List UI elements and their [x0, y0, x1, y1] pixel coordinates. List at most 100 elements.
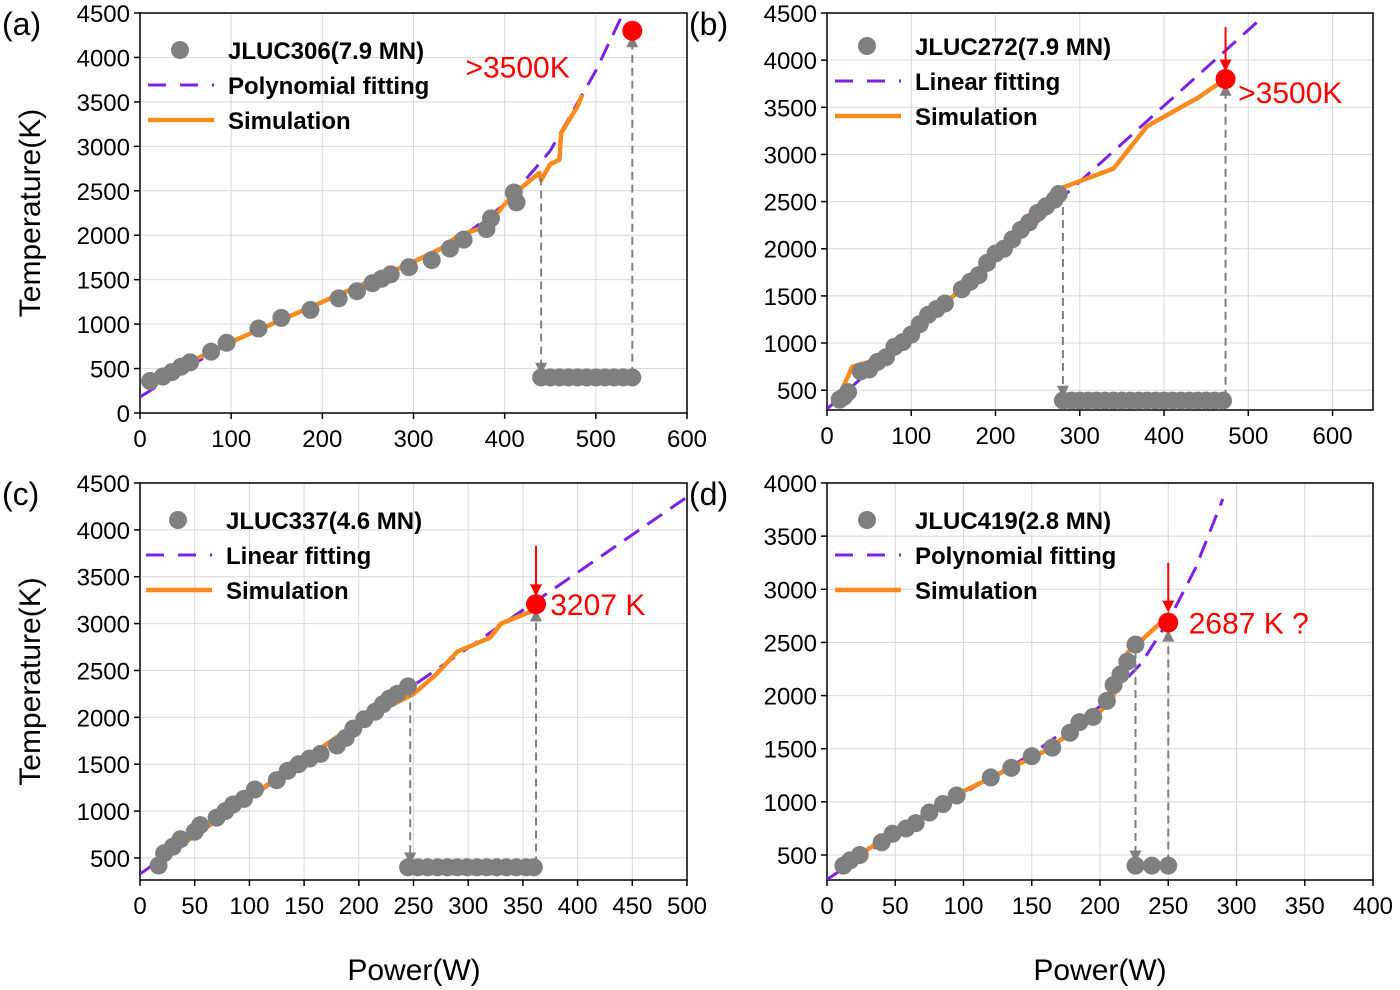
- y-tick-label: 3000: [764, 142, 817, 169]
- data-point: [249, 319, 268, 338]
- x-tick-label: 100: [229, 893, 269, 920]
- data-point: [1022, 747, 1041, 766]
- data-point: [381, 265, 400, 284]
- annotation: 3207 K: [550, 589, 645, 622]
- y-tick-label: 1500: [764, 284, 817, 311]
- y-tick-label: 1500: [77, 268, 130, 295]
- legend-label: JLUC272(7.9 MN): [915, 34, 1111, 61]
- data-point: [272, 308, 291, 327]
- data-point: [1002, 758, 1021, 777]
- arrow-head: [626, 35, 639, 48]
- annotation: >3500K: [465, 51, 569, 84]
- data-point: [181, 353, 200, 372]
- data-point: [171, 830, 190, 849]
- arrow-head: [1162, 629, 1175, 642]
- y-tick-label: 500: [90, 846, 130, 873]
- panel-label: (d): [689, 476, 728, 512]
- panel-a: 0 100 200 300 400 500 600 0 500 1000 1500 2000 2500 3…: [2, 1, 707, 453]
- data-point: [1070, 713, 1089, 732]
- x-tick-label: 250: [1148, 893, 1188, 920]
- plot-frame: [826, 482, 1374, 881]
- legend-label: Linear fitting: [915, 69, 1060, 96]
- arrow-head: [1129, 850, 1142, 863]
- y-tick-label: 3500: [77, 90, 130, 117]
- legend-label: Simulation: [226, 578, 349, 605]
- x-tick-label: 100: [211, 426, 251, 453]
- x-tick-label: 600: [667, 426, 707, 453]
- arrow-head: [1219, 83, 1232, 96]
- y-tick-label: 2000: [77, 705, 130, 732]
- y-tick-label: 3500: [77, 565, 130, 592]
- x-axis-label-right: Power(W): [1033, 954, 1166, 987]
- data-point: [245, 780, 264, 799]
- x-tick-label: 200: [975, 423, 1015, 450]
- data-point: [1214, 391, 1233, 410]
- plot-area: [827, 21, 1258, 410]
- x-tick-label: 200: [1080, 893, 1120, 920]
- y-tick-label: 1000: [77, 312, 130, 339]
- plot-frame: [826, 12, 1374, 411]
- legend-label: Polynomial fitting: [915, 543, 1116, 570]
- legend-marker-scatter: [171, 41, 189, 59]
- x-tick-label: 400: [1353, 893, 1393, 920]
- data-point: [217, 333, 236, 352]
- panel-label: (a): [2, 6, 41, 42]
- y-tick-label: 3000: [764, 577, 817, 604]
- data-point: [481, 209, 500, 228]
- y-tick-label: 500: [777, 843, 817, 870]
- plot-area: [827, 498, 1225, 880]
- highlight-point: [526, 594, 547, 615]
- x-tick-label: 50: [181, 893, 208, 920]
- y-tick-label: 3000: [77, 612, 130, 639]
- x-tick-label: 100: [943, 893, 983, 920]
- x-tick-label: 350: [503, 893, 543, 920]
- x-tick-label: 500: [576, 426, 616, 453]
- panel-label: (b): [689, 6, 728, 42]
- arrow-head: [535, 362, 548, 375]
- y-tick-label: 4000: [764, 471, 817, 498]
- x-tick-label: 200: [339, 893, 379, 920]
- y-tick-label: 1000: [77, 799, 130, 826]
- y-tick-label: 2000: [764, 684, 817, 711]
- x-tick-label: 0: [133, 893, 146, 920]
- y-tick-label: 2000: [77, 223, 130, 250]
- data-point: [311, 744, 330, 763]
- x-tick-label: 300: [448, 893, 488, 920]
- y-tick-label: 2500: [77, 179, 130, 206]
- legend-marker-scatter: [858, 37, 876, 55]
- arrow-head: [1219, 59, 1232, 72]
- plot-frame: [139, 12, 688, 414]
- x-tick-label: 0: [820, 893, 833, 920]
- data-point: [883, 824, 902, 843]
- y-tick-label: 500: [90, 357, 130, 384]
- y-tick-label: 2500: [77, 658, 130, 685]
- data-point: [301, 300, 320, 319]
- data-point: [202, 342, 221, 361]
- x-axis-label-left: Power(W): [347, 954, 480, 987]
- y-tick-label: 4500: [77, 1, 130, 28]
- data-point: [454, 230, 473, 249]
- y-tick-label: 500: [777, 378, 817, 405]
- x-tick-label: 200: [302, 426, 342, 453]
- y-tick-label: 2500: [764, 630, 817, 657]
- y-tick-label: 4000: [77, 45, 130, 72]
- legend-label: Simulation: [915, 104, 1038, 131]
- y-tick-label: 3000: [77, 134, 130, 161]
- data-point: [981, 768, 1000, 787]
- panel-label: (c): [2, 476, 39, 512]
- x-tick-label: 600: [1313, 423, 1353, 450]
- y-tick-label: 0: [117, 401, 130, 428]
- arrow-head: [404, 852, 417, 865]
- data-point: [1118, 652, 1137, 671]
- legend-label: Simulation: [915, 578, 1038, 605]
- data-point: [1043, 738, 1062, 757]
- data-point: [399, 677, 418, 696]
- data-point: [347, 282, 366, 301]
- annotation: >3500K: [1238, 77, 1342, 110]
- y-tick-label: 1000: [764, 790, 817, 817]
- highlight-point: [1158, 612, 1179, 633]
- data-point: [507, 193, 526, 212]
- highlight-point: [622, 20, 643, 41]
- plot-area: [140, 12, 642, 399]
